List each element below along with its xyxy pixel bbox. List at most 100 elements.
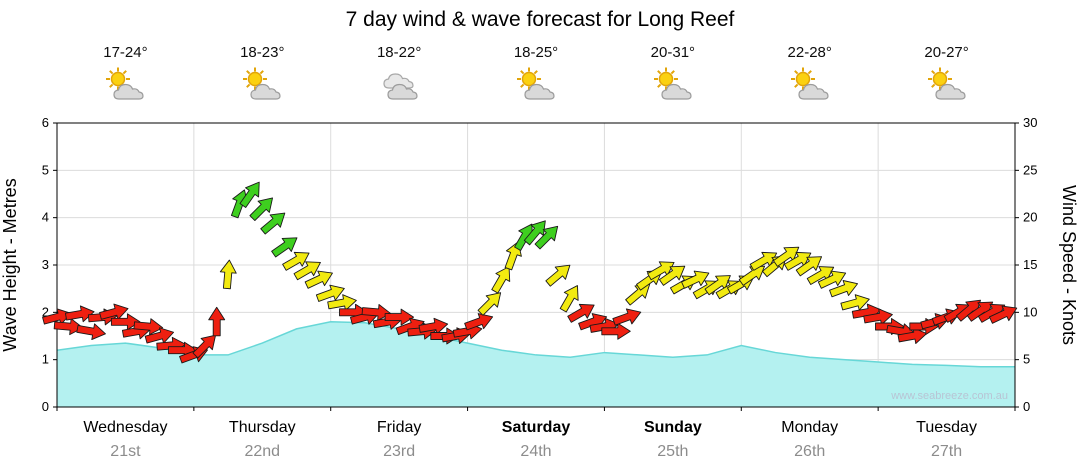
wind-arrow	[418, 317, 449, 335]
wind-arrow	[99, 303, 129, 320]
wind-arrow	[601, 322, 631, 340]
knots-tick-label: 5	[1023, 352, 1030, 367]
wind-arrow	[829, 280, 858, 298]
day-date-label: 21st	[110, 443, 141, 460]
wind-arrow	[783, 251, 812, 271]
wind-arrow	[271, 237, 298, 258]
day-date-label: 24th	[520, 443, 551, 460]
wind-arrows	[42, 181, 1018, 364]
day-column: 18-23°	[194, 44, 331, 120]
day-temp-range: 18-22°	[376, 44, 422, 61]
day-temp-range: 18-25°	[513, 44, 559, 61]
wind-arrow	[523, 220, 546, 246]
x-axis-day-labels: Wednesday 21st Thursday 22nd Friday 23rd Satur…	[83, 419, 977, 460]
wind-arrow	[840, 294, 870, 311]
page-title: 7 day wind & wave forecast for Long Reef	[345, 8, 735, 31]
day-name-label: Monday	[781, 419, 838, 436]
wind-arrow	[76, 323, 106, 340]
wind-arrow	[315, 284, 345, 302]
knots-tick-label: 15	[1023, 257, 1037, 272]
knots-tick-label: 25	[1023, 162, 1037, 177]
wind-arrow	[110, 313, 141, 331]
wind-arrow	[208, 306, 226, 337]
wave-tick-label: 5	[42, 162, 49, 177]
knots-tick-label: 0	[1023, 399, 1030, 414]
wave-tick-label: 3	[42, 257, 49, 272]
wind-arrow	[144, 327, 175, 344]
wind-arrow	[863, 308, 893, 326]
left-axis-title: Wave Height - Metres	[0, 178, 20, 351]
day-column: 22-28°	[741, 44, 878, 120]
wind-arrow	[477, 292, 502, 316]
day-temp-range: 20-27°	[924, 44, 969, 61]
day-name-label: Tuesday	[916, 419, 977, 436]
day-date-label: 23rd	[383, 443, 415, 460]
partly-cloudy-icon	[649, 66, 697, 104]
day-temp-range: 18-23°	[240, 44, 285, 61]
wind-arrow	[545, 264, 571, 287]
wind-arrow	[239, 181, 260, 208]
day-date-label: 22nd	[244, 443, 280, 460]
wind-arrow	[464, 313, 494, 331]
wind-arrow	[384, 308, 415, 326]
wind-arrow	[817, 270, 847, 289]
wave-tick-label: 2	[42, 304, 49, 319]
wind-arrow	[806, 266, 835, 285]
day-temp-range: 20-31°	[650, 44, 696, 61]
day-name-label: Thursday	[229, 419, 296, 436]
day-name-label: Sunday	[644, 419, 702, 436]
day-column: 18-25°	[468, 44, 605, 120]
knots-tick-label: 20	[1023, 210, 1037, 225]
wind-arrow	[897, 327, 928, 344]
day-column: 17-24°	[57, 44, 194, 120]
wind-arrow	[282, 251, 310, 271]
cloudy-icon	[375, 66, 423, 104]
wind-arrow	[738, 265, 766, 286]
wind-arrow	[361, 304, 392, 321]
wave-tick-label: 4	[42, 210, 49, 225]
wind-arrow	[219, 259, 237, 290]
day-column: 18-22°	[331, 44, 468, 120]
wave-tick-label: 0	[42, 399, 49, 414]
day-name-label: Friday	[377, 419, 421, 436]
partly-cloudy-icon	[786, 66, 834, 104]
day-date-label: 26th	[794, 443, 825, 460]
wind-arrow	[249, 197, 274, 222]
wind-arrow	[966, 301, 994, 322]
wind-arrow	[293, 261, 321, 281]
wind-arrow	[192, 334, 217, 359]
day-column: 20-31°	[604, 44, 741, 120]
day-temp-range: 17-24°	[103, 44, 148, 61]
wind-arrow	[491, 266, 511, 294]
day-name-label: Saturday	[502, 419, 571, 436]
wave-height-area	[57, 321, 1015, 407]
wind-arrow	[704, 275, 731, 296]
partly-cloudy-icon	[238, 66, 286, 104]
wind-arrow	[567, 303, 595, 323]
day-name-label: Wednesday	[83, 419, 167, 436]
day-date-label: 25th	[657, 443, 688, 460]
daily-summary-row: 17-24° 18-23° 18-22° 18-25° 20-31° 22-28° 20-2…	[57, 44, 1015, 120]
wind-arrow	[534, 225, 559, 250]
wave-tick-label: 6	[42, 115, 49, 130]
day-column: 20-27°	[878, 44, 1015, 120]
wind-arrow	[612, 308, 642, 326]
knots-tick-label: 10	[1023, 304, 1037, 319]
knots-tick-label: 30	[1023, 115, 1037, 130]
wind-arrow	[133, 318, 164, 336]
wind-arrow	[658, 265, 686, 286]
wind-arrow	[988, 305, 1018, 324]
wind-arrow	[260, 212, 286, 235]
wind-arrow	[772, 246, 800, 267]
wind-arrow	[559, 285, 579, 313]
wind-arrow	[955, 299, 981, 322]
partly-cloudy-icon	[512, 66, 560, 104]
wind-arrow	[327, 294, 357, 311]
day-temp-range: 22-28°	[787, 44, 832, 61]
day-date-label: 27th	[931, 443, 962, 460]
wave-tick-label: 1	[42, 352, 49, 367]
wind-arrow	[681, 270, 710, 289]
partly-cloudy-icon	[101, 66, 149, 104]
